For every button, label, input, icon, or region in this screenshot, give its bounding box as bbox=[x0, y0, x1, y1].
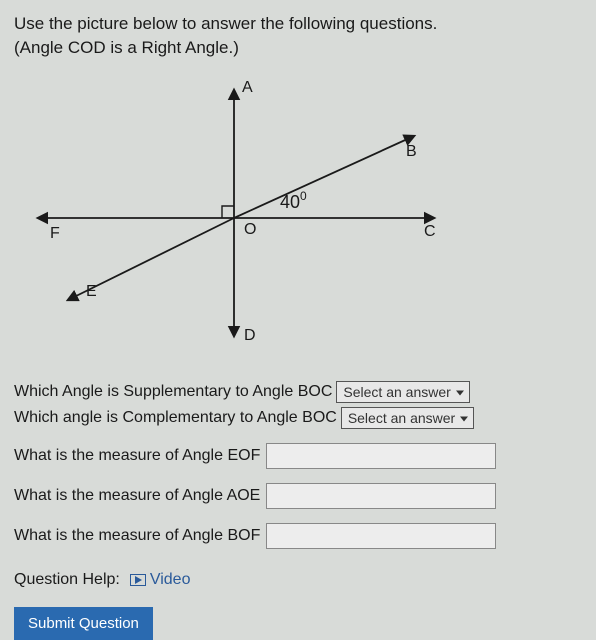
submit-question-button[interactable]: Submit Question bbox=[14, 607, 153, 640]
video-help-link[interactable]: Video bbox=[150, 571, 191, 589]
angle-diagram: A B C D E F O 400 bbox=[14, 68, 454, 358]
complementary-question-row: Which angle is Complementary to Angle BO… bbox=[14, 407, 582, 429]
svg-text:E: E bbox=[86, 283, 97, 300]
question-help-row: Question Help: Video bbox=[14, 571, 582, 589]
svg-text:D: D bbox=[244, 327, 256, 344]
instructions-line1: Use the picture below to answer the foll… bbox=[14, 12, 582, 36]
measure-row: What is the measure of Angle AOE bbox=[14, 483, 582, 509]
svg-text:A: A bbox=[242, 79, 253, 96]
svg-text:F: F bbox=[50, 225, 60, 242]
supplementary-question-row: Which Angle is Supplementary to Angle BO… bbox=[14, 381, 582, 403]
question-help-label: Question Help: bbox=[14, 571, 120, 589]
measure-question-text: What is the measure of Angle BOF bbox=[14, 527, 260, 545]
complementary-select[interactable]: Select an answer bbox=[341, 407, 474, 429]
measure-input[interactable] bbox=[266, 483, 496, 509]
measure-question-text: What is the measure of Angle EOF bbox=[14, 447, 260, 465]
video-play-icon bbox=[130, 574, 146, 586]
supplementary-question-text: Which Angle is Supplementary to Angle BO… bbox=[14, 383, 332, 401]
complementary-question-text: Which angle is Complementary to Angle BO… bbox=[14, 409, 337, 427]
measure-input[interactable] bbox=[266, 523, 496, 549]
instructions-line2: (Angle COD is a Right Angle.) bbox=[14, 36, 582, 60]
svg-text:O: O bbox=[244, 221, 256, 238]
supplementary-select[interactable]: Select an answer bbox=[336, 381, 469, 403]
svg-text:400: 400 bbox=[280, 189, 307, 212]
svg-text:B: B bbox=[406, 143, 417, 160]
measure-row: What is the measure of Angle EOF bbox=[14, 443, 582, 469]
measure-row: What is the measure of Angle BOF bbox=[14, 523, 582, 549]
svg-text:C: C bbox=[424, 223, 436, 240]
instructions: Use the picture below to answer the foll… bbox=[14, 12, 582, 60]
measure-question-text: What is the measure of Angle AOE bbox=[14, 487, 260, 505]
measure-input[interactable] bbox=[266, 443, 496, 469]
